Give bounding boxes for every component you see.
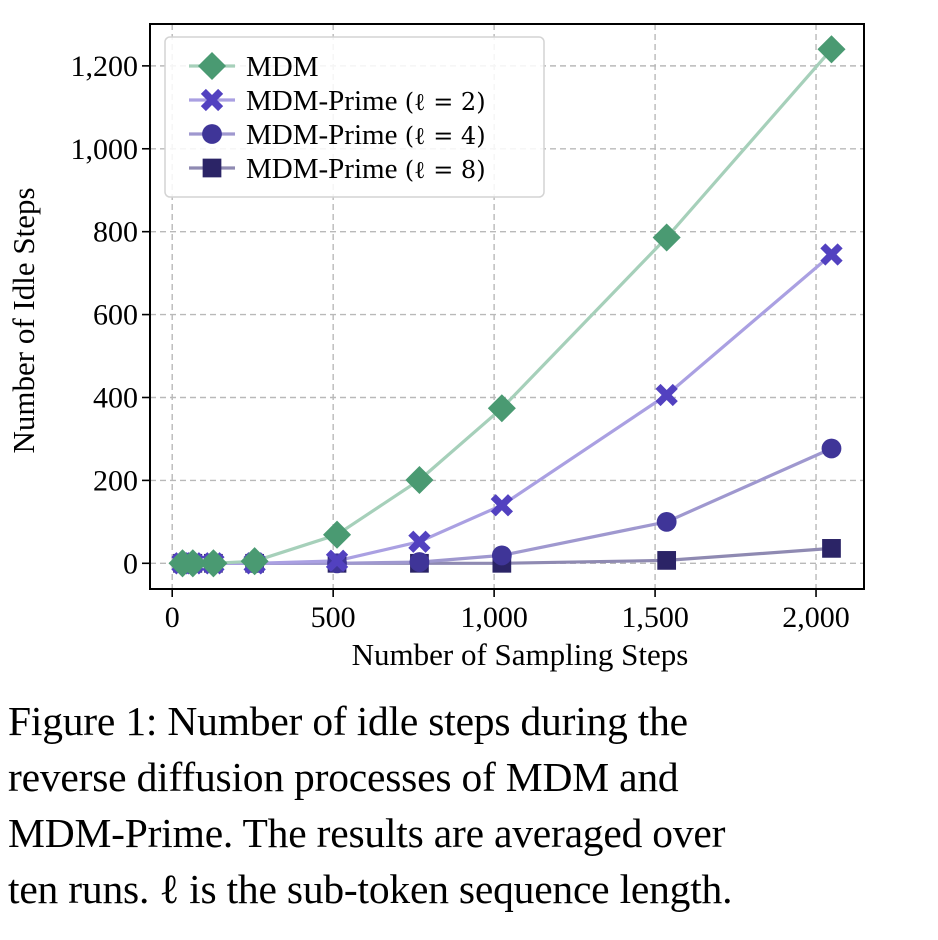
data-point-diamond	[405, 465, 434, 495]
legend-entry: MDM-Prime (ℓ = 8)	[189, 153, 486, 185]
legend-entry: MDM	[189, 51, 319, 83]
legend-marker-x-cross	[200, 88, 224, 112]
caption-line: Figure 1: Number of idle steps during th…	[8, 698, 688, 744]
y-tick-label: 0	[123, 547, 138, 580]
data-point-diamond	[817, 35, 846, 64]
legend-label-name: MDM-Prime	[246, 119, 405, 151]
data-point-circle	[491, 545, 512, 566]
data-point-x-cross	[820, 243, 843, 266]
data-point-diamond	[199, 549, 228, 578]
data-point-diamond	[178, 549, 207, 578]
legend-label: MDM-Prime (ℓ = 4)	[246, 119, 486, 151]
legend-label: MDM-Prime (ℓ = 2)	[246, 85, 486, 117]
legend-entry: MDM-Prime (ℓ = 4)	[189, 119, 486, 151]
legend-label: MDM	[246, 51, 319, 83]
data-point-diamond	[652, 223, 681, 252]
legend-label-param: (ℓ = 2)	[405, 88, 486, 116]
legend-marker-square	[202, 158, 222, 178]
legend-label-name: MDM-Prime	[246, 153, 405, 185]
x-tick-label: 500	[311, 601, 356, 634]
data-point-circle	[409, 552, 430, 572]
legend-entry: MDM-Prime (ℓ = 2)	[189, 85, 486, 117]
legend-marker-diamond	[197, 51, 227, 81]
y-tick-label: 1,000	[71, 133, 139, 166]
y-tick-label: 400	[93, 381, 138, 414]
y-tick-label: 200	[93, 464, 138, 497]
x-tick-label: 0	[165, 601, 180, 634]
caption-line: MDM-Prime. The results are averaged over	[8, 810, 726, 856]
y-tick-label: 800	[93, 216, 138, 249]
x-tick-label: 1,500	[621, 601, 689, 634]
caption-line: ten runs. ℓ is the sub-token sequence le…	[8, 866, 733, 912]
legend-label-param: (ℓ = 4)	[405, 122, 486, 150]
legend-label: MDM-Prime (ℓ = 8)	[246, 153, 486, 185]
line-chart: 0 500 1,000 1,500 2,000 0 200 400 600 800 1,000 1,…	[6, 23, 865, 672]
caption-line: reverse diffusion processes of MDM and	[8, 754, 679, 800]
data-point-diamond	[487, 394, 516, 423]
legend-label-name: MDM	[246, 51, 319, 83]
series-markers	[168, 35, 846, 578]
figure-caption: Figure 1: Number of idle steps during th…	[8, 693, 888, 917]
y-axis-label: Number of Idle Steps	[6, 187, 41, 453]
data-point-x-cross	[325, 549, 349, 572]
data-point-diamond	[240, 547, 269, 576]
x-tick-label: 2,000	[782, 601, 850, 634]
data-point-x-cross	[655, 383, 678, 407]
data-point-x-cross	[408, 530, 431, 553]
data-point-circle	[821, 438, 842, 459]
figure: 0 500 1,000 1,500 2,000 0 200 400 600 800 1,000 1,…	[6, 23, 865, 672]
plot-frame	[149, 23, 865, 590]
legend-label-param: (ℓ = 8)	[405, 156, 486, 184]
x-axis: 0 500 1,000 1,500 2,000	[165, 589, 850, 634]
y-tick-label: 1,200	[71, 50, 139, 83]
y-axis: 0 200 400 600 800 1,000 1,200	[71, 50, 150, 580]
legend-marker-circle	[202, 124, 222, 144]
y-tick-label: 600	[93, 299, 138, 332]
x-tick-label: 1,000	[460, 601, 528, 634]
data-point-square	[822, 539, 841, 558]
data-point-x-cross	[490, 494, 514, 517]
data-point-circle	[656, 511, 677, 532]
data-point-square	[657, 551, 677, 570]
data-point-diamond	[322, 520, 352, 549]
x-axis-label: Number of Sampling Steps	[352, 637, 689, 672]
legend-box	[164, 36, 545, 198]
legend-label-name: MDM-Prime	[246, 85, 405, 117]
